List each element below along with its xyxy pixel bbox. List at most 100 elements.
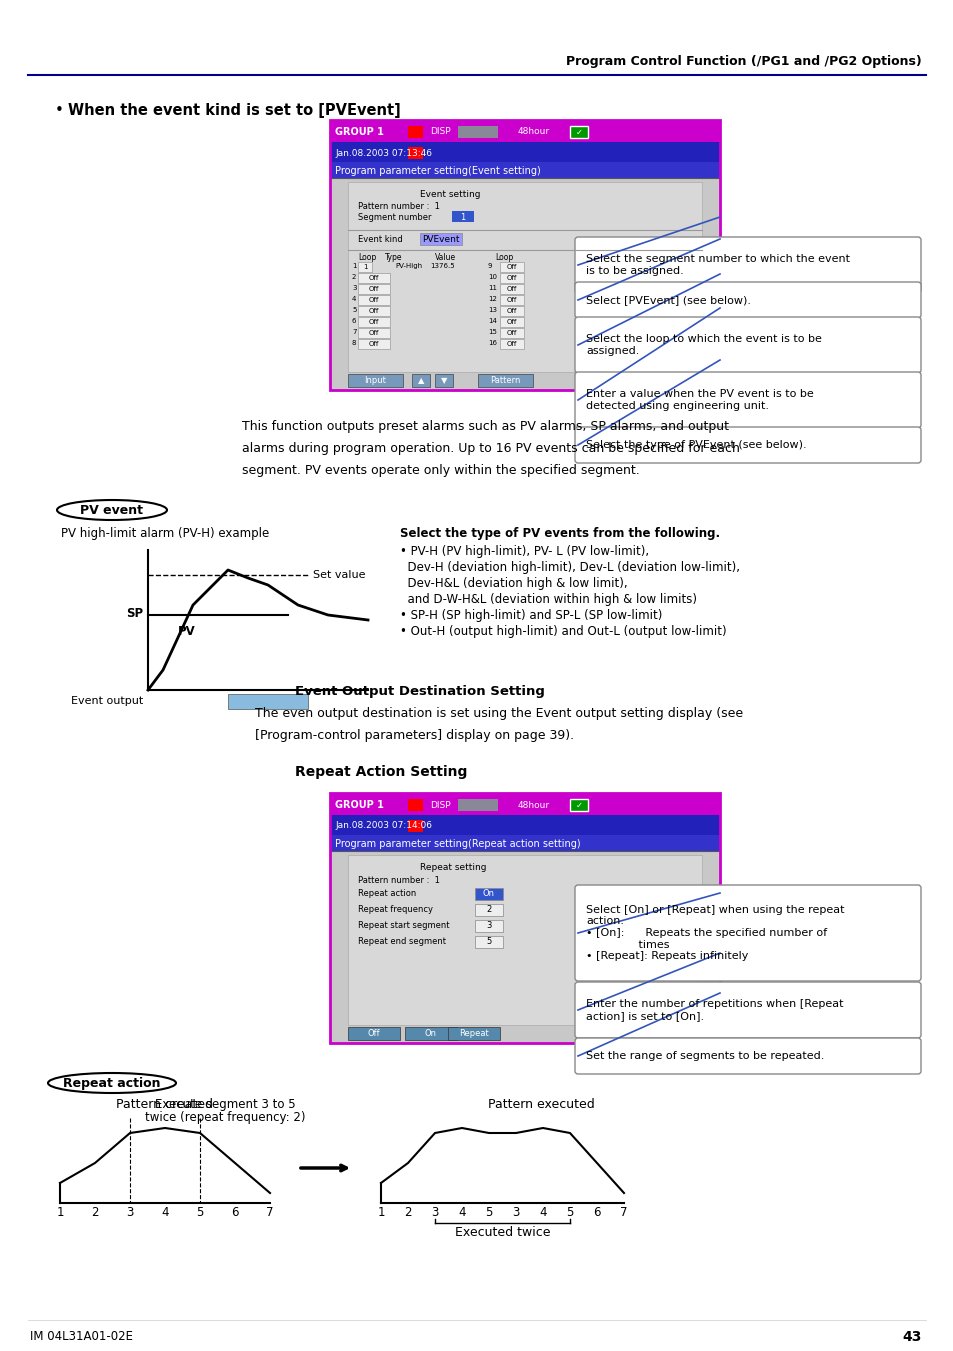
Ellipse shape (57, 500, 167, 520)
FancyBboxPatch shape (499, 284, 523, 295)
Text: PV-High: PV-High (395, 263, 421, 269)
Text: PVEvent: PVEvent (422, 235, 459, 243)
Text: Repeat action: Repeat action (357, 889, 416, 898)
Text: Pattern created: Pattern created (116, 1098, 213, 1111)
FancyBboxPatch shape (499, 317, 523, 327)
Text: Repeat: Repeat (458, 1029, 488, 1038)
FancyBboxPatch shape (408, 798, 422, 811)
FancyBboxPatch shape (330, 142, 720, 162)
Text: 6: 6 (231, 1206, 238, 1219)
Text: ✓: ✓ (575, 801, 582, 809)
FancyBboxPatch shape (357, 273, 390, 282)
Text: Jan.08.2003 07:14:06: Jan.08.2003 07:14:06 (335, 821, 432, 831)
FancyBboxPatch shape (357, 262, 372, 272)
Text: Segment number: Segment number (357, 213, 431, 222)
Text: 14: 14 (488, 317, 497, 324)
Text: Pattern executed: Pattern executed (487, 1098, 594, 1111)
Text: Select the segment number to which the event
is to be assigned.: Select the segment number to which the e… (585, 254, 849, 276)
Text: Repeat start segment: Repeat start segment (357, 921, 449, 929)
Text: Select the type of PVEvent (see below).: Select the type of PVEvent (see below). (585, 440, 806, 450)
Text: 48hour: 48hour (517, 127, 550, 136)
FancyBboxPatch shape (499, 328, 523, 338)
Text: Pattern: Pattern (489, 376, 519, 385)
Text: Off: Off (369, 319, 378, 326)
FancyBboxPatch shape (569, 126, 587, 138)
Text: Type: Type (385, 253, 402, 262)
FancyBboxPatch shape (330, 162, 720, 178)
Text: 2: 2 (404, 1206, 412, 1219)
FancyBboxPatch shape (569, 798, 587, 811)
Text: 6: 6 (352, 317, 356, 324)
Text: Select the loop to which the event is to be
assigned.: Select the loop to which the event is to… (585, 334, 821, 355)
Text: Set value: Set value (313, 570, 365, 580)
Text: 5: 5 (486, 938, 491, 947)
Text: • Out-H (output high-limit) and Out-L (output low-limit): • Out-H (output high-limit) and Out-L (o… (399, 626, 726, 638)
Text: Off: Off (369, 340, 378, 347)
Text: PV high-limit alarm (PV-H) example: PV high-limit alarm (PV-H) example (61, 527, 269, 540)
Text: 3: 3 (486, 921, 491, 931)
Text: Select [On] or [Repeat] when using the repeat
action.
• [On]:      Repeats the s: Select [On] or [Repeat] when using the r… (585, 905, 843, 961)
Text: Off: Off (506, 340, 517, 347)
Text: 5: 5 (485, 1206, 492, 1219)
Text: Dev-H (deviation high-limit), Dev-L (deviation low-limit),: Dev-H (deviation high-limit), Dev-L (dev… (399, 561, 740, 574)
FancyBboxPatch shape (457, 798, 497, 811)
FancyBboxPatch shape (499, 305, 523, 316)
Text: PV event: PV event (80, 504, 143, 516)
Text: •: • (55, 103, 64, 118)
Text: Program parameter setting(Repeat action setting): Program parameter setting(Repeat action … (335, 839, 580, 848)
FancyBboxPatch shape (499, 295, 523, 305)
FancyBboxPatch shape (408, 820, 422, 832)
Text: 4: 4 (538, 1206, 546, 1219)
Text: 2: 2 (352, 274, 356, 280)
FancyBboxPatch shape (575, 427, 920, 463)
Text: Off: Off (506, 263, 517, 270)
Text: Input: Input (364, 376, 386, 385)
Text: Select the type of PV events from the following.: Select the type of PV events from the fo… (399, 527, 720, 540)
Text: 5: 5 (352, 307, 356, 313)
Text: Enter the number of repetitions when [Repeat
action] is set to [On].: Enter the number of repetitions when [Re… (585, 1000, 842, 1021)
Text: On: On (482, 889, 495, 898)
FancyBboxPatch shape (357, 284, 390, 295)
Text: 8: 8 (352, 340, 356, 346)
Text: Off: Off (506, 319, 517, 326)
FancyBboxPatch shape (499, 273, 523, 282)
Text: 1: 1 (362, 263, 367, 270)
Text: Off: Off (367, 1029, 380, 1038)
Text: 3: 3 (126, 1206, 133, 1219)
FancyBboxPatch shape (408, 147, 422, 159)
Text: Repeat frequency: Repeat frequency (357, 905, 433, 915)
Text: • SP-H (SP high-limit) and SP-L (SP low-limit): • SP-H (SP high-limit) and SP-L (SP low-… (399, 609, 661, 621)
FancyBboxPatch shape (408, 126, 422, 138)
Text: 5: 5 (566, 1206, 573, 1219)
FancyBboxPatch shape (357, 317, 390, 327)
Text: Repeat setting: Repeat setting (419, 863, 486, 871)
Text: segment. PV events operate only within the specified segment.: segment. PV events operate only within t… (242, 463, 639, 477)
Text: Off: Off (369, 297, 378, 303)
Text: 2: 2 (91, 1206, 99, 1219)
FancyBboxPatch shape (475, 904, 502, 916)
FancyBboxPatch shape (357, 339, 390, 349)
Text: When the event kind is set to [PVEvent]: When the event kind is set to [PVEvent] (68, 103, 400, 118)
FancyBboxPatch shape (452, 211, 474, 222)
FancyBboxPatch shape (330, 815, 720, 835)
Text: 9: 9 (488, 263, 492, 269)
Text: 4: 4 (161, 1206, 169, 1219)
Text: GROUP 1: GROUP 1 (335, 127, 383, 136)
Text: ✓: ✓ (575, 127, 582, 136)
Text: [Program-control parameters] display on page 39).: [Program-control parameters] display on … (254, 730, 574, 742)
Text: On: On (424, 1029, 436, 1038)
Text: 7: 7 (266, 1206, 274, 1219)
FancyBboxPatch shape (330, 793, 720, 815)
Ellipse shape (48, 1073, 175, 1093)
FancyBboxPatch shape (412, 374, 430, 386)
Text: 1376.5: 1376.5 (430, 263, 455, 269)
FancyBboxPatch shape (575, 1038, 920, 1074)
FancyBboxPatch shape (405, 1027, 456, 1040)
FancyBboxPatch shape (575, 317, 920, 373)
FancyBboxPatch shape (435, 374, 453, 386)
FancyBboxPatch shape (228, 694, 308, 709)
Text: Off: Off (506, 297, 517, 303)
Text: 1: 1 (352, 263, 356, 269)
Text: alarms during program operation. Up to 16 PV events can be specified for each: alarms during program operation. Up to 1… (242, 442, 740, 455)
FancyBboxPatch shape (348, 374, 402, 386)
